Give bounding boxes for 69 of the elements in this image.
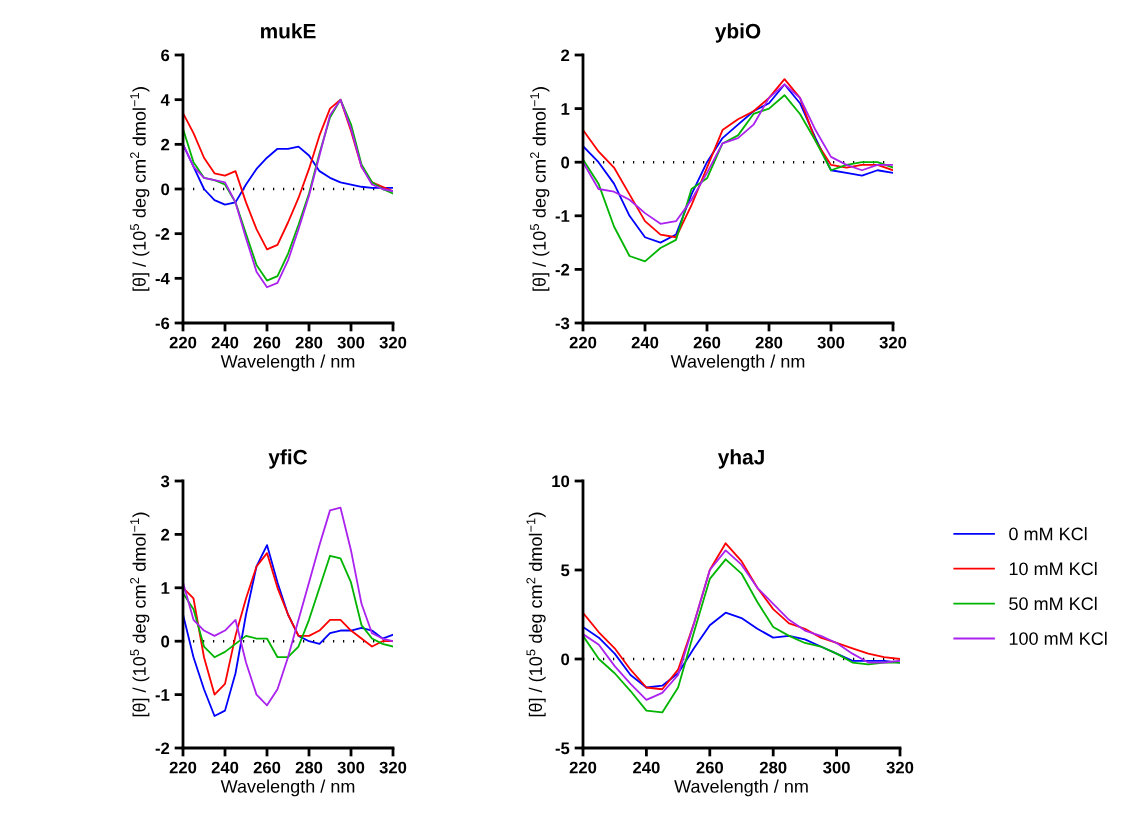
y-tick-label: -5 [555,742,570,755]
line-series [183,506,393,707]
x-tick-label: 280 [755,336,783,349]
y-tick-label: 2 [161,528,170,541]
legend-label: 50 mM KCl [1009,596,1097,611]
x-axis-title: Wavelength / nm [220,779,355,797]
x-tick-label: 240 [631,336,659,349]
line-series [183,554,393,659]
x-tick-label: 300 [337,336,365,349]
y-axis-title: [θ] / (10$^{5}$ deg cm$^{2}$ dmol$^{−1}$) [530,87,550,291]
x-axis-title: Wavelength / nm [674,779,808,797]
y-tick-label: 2 [561,49,570,62]
x-tick-label: 260 [693,336,721,349]
x-tick-label: 240 [211,761,239,774]
legend-label: 0 mM KCl [1009,527,1087,541]
y-tick-label: -2 [555,263,570,276]
y-tick-label: 0 [161,635,170,648]
x-tick-label: 260 [253,336,281,349]
y-tick-label: -1 [555,210,570,222]
y-tick-label: 5 [561,564,570,577]
y-tick-label: 10 [552,475,570,488]
x-tick-label: 320 [379,336,407,349]
y-tick-label: 1 [561,103,570,115]
x-tick-label: 320 [886,761,914,774]
line-series [183,98,393,251]
x-tick-label: 240 [633,761,660,774]
y-axis-title: [θ] / (10$^{5}$ deg cm$^{2}$ dmol$^{−1}$) [526,512,546,717]
y-tick-label: -1 [155,689,170,701]
x-tick-label: 260 [253,761,281,774]
x-tick-label: 240 [211,336,239,349]
x-tick-label: 320 [879,336,907,349]
x-tick-label: 280 [295,761,323,774]
y-tick-label: -6 [155,317,170,330]
x-tick-label: 300 [337,761,365,774]
x-tick-label: 280 [295,336,323,349]
legend-label: 100 mM KCl [1009,631,1107,645]
y-tick-label: 0 [161,183,170,196]
legend-label: 10 mM KCl [1009,561,1097,576]
x-tick-label: 220 [569,336,597,349]
y-tick-label: 6 [161,49,170,62]
x-tick-label: 320 [379,761,407,774]
y-tick-label: 4 [160,94,170,106]
x-tick-label: 260 [696,761,724,774]
x-tick-label: 300 [823,761,850,774]
x-tick-label: 300 [817,336,845,349]
y-tick-label: -2 [155,228,170,240]
x-tick-label: 220 [169,761,197,774]
y-tick-label: 3 [160,475,170,488]
y-tick-label: 0 [561,156,570,169]
y-tick-label: 2 [161,138,170,151]
x-tick-label: 220 [569,761,597,774]
y-tick-label: 1 [161,582,170,594]
line-series [183,544,393,717]
x-tick-label: 280 [759,761,787,774]
line-series [583,94,893,263]
chart-title: mukE [261,23,316,39]
chart-title: ybiO [715,23,761,43]
y-tick-label: -4 [155,272,170,285]
chart-title: yhaJ [717,449,764,469]
y-tick-label: -3 [555,317,570,330]
x-axis-title: Wavelength / nm [220,354,355,372]
x-axis-title: Wavelength / nm [670,354,805,372]
y-tick-label: -2 [155,742,170,755]
y-tick-label: 0 [561,653,570,666]
x-tick-label: 220 [169,336,197,349]
chart-title: yfiC [268,449,308,469]
y-axis-title: [θ] / (10$^{5}$ deg cm$^{2}$ dmol$^{−1}$) [130,87,150,291]
line-series [183,552,393,696]
y-axis-title: [θ] / (10$^{5}$ deg cm$^{2}$ dmol$^{−1}$) [130,512,150,717]
